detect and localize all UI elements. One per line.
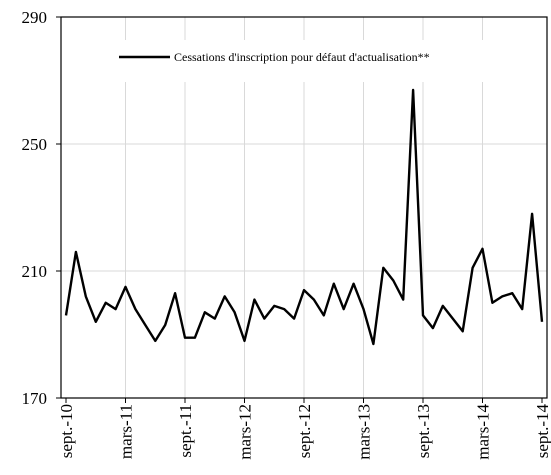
x-tick-label: mars-13	[355, 404, 374, 460]
x-tick-label: sept.-12	[295, 404, 314, 458]
y-tick-label: 290	[22, 8, 48, 27]
x-axis: sept.-10 mars-11 sept.-11 mars-12 sept.-12 ma…	[57, 398, 551, 460]
y-tick-label: 210	[22, 262, 48, 281]
y-axis: 170 210 250 290	[22, 8, 61, 408]
legend-label: Cessations d'inscription pour défaut d'a…	[174, 50, 430, 64]
x-tick-label: sept.-10	[57, 404, 76, 458]
legend-background	[112, 40, 496, 82]
x-tick-label: sept.-13	[414, 404, 433, 458]
plot-area-frame	[60, 16, 548, 399]
legend: Cessations d'inscription pour défaut d'a…	[112, 40, 496, 82]
x-tick-label: mars-14	[474, 404, 493, 460]
y-tick-label: 250	[22, 135, 48, 154]
x-tick-label: sept.-14	[533, 404, 551, 459]
series-line	[64, 88, 544, 346]
x-tick-label: sept.-11	[176, 404, 195, 458]
x-tick-label: mars-11	[117, 404, 136, 459]
x-tick-label: mars-12	[236, 404, 255, 460]
y-tick-label: 170	[22, 389, 48, 408]
